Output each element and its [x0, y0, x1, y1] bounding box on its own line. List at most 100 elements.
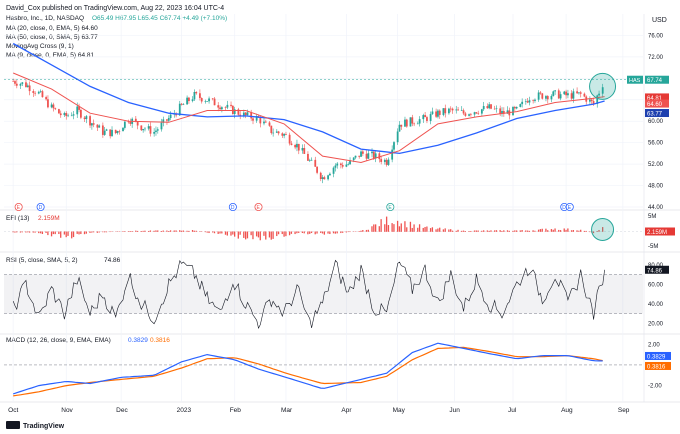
highlight-circle-price — [589, 72, 617, 100]
efi-bar — [71, 231, 73, 239]
efi-bar — [596, 231, 598, 232]
efi-bar — [230, 231, 232, 236]
efi-bar — [93, 231, 95, 233]
candle-body — [524, 101, 527, 102]
candle-body — [567, 93, 569, 96]
candle-body — [58, 109, 60, 114]
efi-bar — [191, 230, 194, 232]
efi-bar — [307, 231, 309, 235]
candle-body — [358, 155, 361, 157]
efi-bar — [349, 231, 351, 233]
macd-line — [13, 342, 603, 395]
efi-bar — [519, 230, 521, 232]
candle-body — [435, 111, 438, 117]
sma50-line — [12, 42, 605, 155]
efi-title: EFI (13) — [6, 215, 29, 222]
candle-body — [374, 153, 377, 159]
efi-bar — [398, 226, 401, 232]
efi-bar — [296, 231, 298, 234]
efi-bar — [514, 230, 516, 232]
efi-bar — [490, 230, 492, 232]
efi-bar — [142, 230, 144, 232]
efi-bar — [358, 231, 360, 232]
candle-body — [486, 106, 489, 109]
efi-bar — [499, 230, 501, 232]
efi-bar — [314, 231, 316, 235]
event-marker — [14, 202, 23, 211]
rsi-value: 74.86 — [104, 257, 121, 264]
candle-body — [244, 112, 247, 116]
rsi-line — [12, 259, 605, 329]
efi-bar — [63, 231, 66, 235]
candle-body — [383, 159, 386, 162]
efi-bar — [80, 231, 82, 235]
candle-body — [308, 160, 311, 161]
tradingview-logo-text: TradingView — [23, 423, 65, 430]
x-tick-label: 2023 — [177, 407, 192, 414]
efi-bar — [78, 231, 80, 235]
efi-bar — [60, 231, 62, 238]
candle-body — [142, 129, 145, 131]
candle-body — [233, 109, 236, 115]
event-marker — [36, 202, 45, 211]
efi-bar — [224, 231, 227, 235]
candle-body — [411, 117, 414, 124]
candle-body — [47, 99, 49, 108]
candle-body — [89, 116, 91, 126]
efi-bar — [131, 231, 133, 232]
efi-bar — [149, 230, 152, 232]
efi-bar — [168, 231, 170, 232]
efi-bar — [263, 231, 265, 236]
x-tick-label: Mar — [281, 407, 293, 414]
candle-body — [413, 123, 416, 125]
candle-body — [307, 153, 309, 161]
price-tick-label: 52.00 — [648, 162, 664, 168]
candle-body — [513, 107, 516, 109]
candle-body — [460, 110, 463, 111]
efi-bar — [166, 230, 168, 232]
candle-body — [526, 101, 529, 103]
efi-bar — [250, 231, 252, 236]
rsi-tick-label: 40.00 — [648, 302, 664, 308]
candle-body — [495, 108, 498, 110]
efi-bar — [576, 230, 578, 232]
candle-body — [462, 110, 465, 114]
efi-bar — [39, 231, 42, 234]
efi-bar — [334, 231, 337, 234]
efi-bar — [160, 231, 163, 232]
price-tick-label: 56.00 — [648, 141, 664, 147]
efi-bar — [109, 231, 111, 233]
efi-bar — [272, 231, 274, 239]
candle-body — [144, 128, 146, 130]
candle-body — [167, 118, 170, 121]
x-tick-label: Aug — [561, 407, 573, 414]
candle-body — [429, 114, 432, 121]
candle-body — [25, 82, 27, 88]
efi-bar — [257, 231, 260, 238]
efi-bar — [188, 230, 190, 232]
candle-body — [598, 93, 600, 96]
efi-bar — [384, 224, 386, 232]
candle-body — [162, 119, 165, 123]
price-tag — [645, 75, 669, 84]
candle-body — [422, 115, 425, 120]
event-marker — [228, 202, 237, 211]
candle-body — [572, 91, 575, 99]
candle-body — [50, 104, 53, 108]
candle-body — [469, 114, 472, 115]
candle-body — [418, 119, 421, 124]
efi-bar — [32, 231, 34, 233]
efi-bar — [481, 230, 483, 232]
candle-body — [59, 113, 62, 116]
symbol-tag — [627, 75, 643, 84]
candle-body — [506, 110, 509, 114]
efi-bar — [378, 226, 380, 232]
candle-body — [15, 83, 18, 86]
efi-bar — [239, 231, 241, 235]
rsi-tick-label: 80.00 — [648, 263, 664, 269]
efi-bar — [385, 216, 388, 232]
candle-body — [473, 112, 476, 115]
efi-bar — [21, 231, 23, 233]
efi-bar — [367, 229, 369, 232]
candle-body — [321, 177, 324, 180]
